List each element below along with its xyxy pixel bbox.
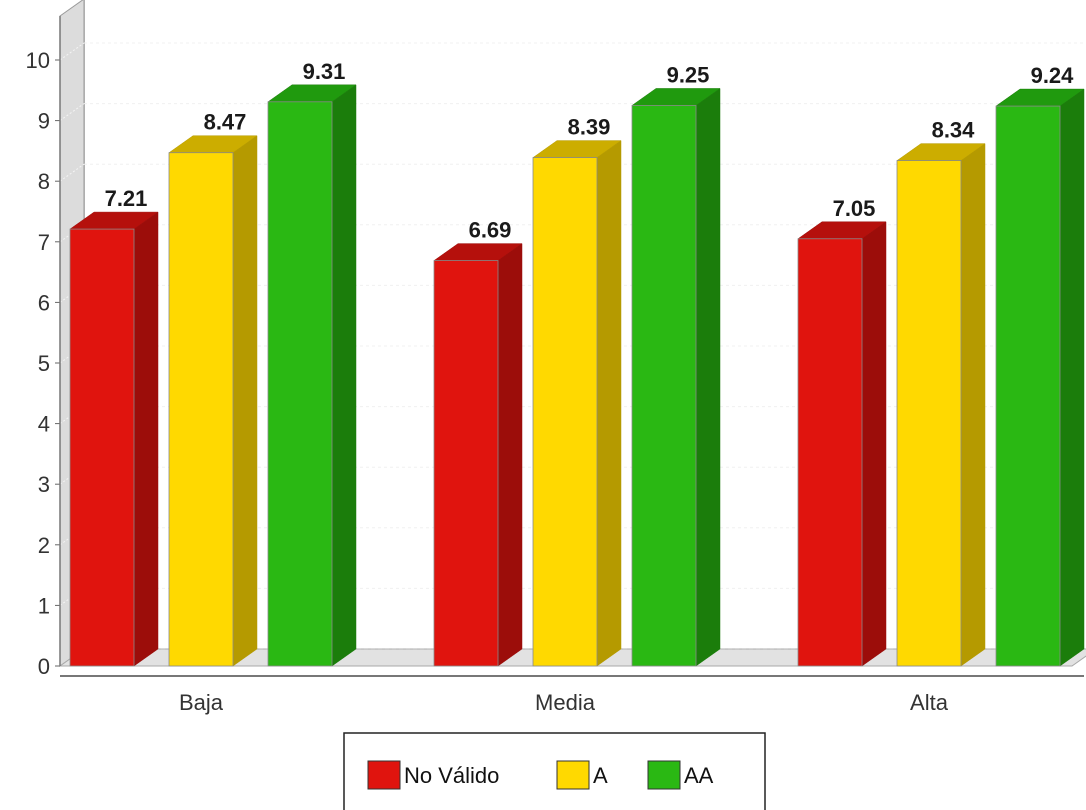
- data-label: 9.25: [667, 62, 710, 87]
- bar-side: [1059, 88, 1085, 667]
- gridline-side: [59, 42, 85, 61]
- chart-axes: 0 1 2 3 4 5 6 7 8 9 10 Baja Media Alta: [26, 16, 1084, 715]
- bar-front: [896, 160, 962, 667]
- gridline-side: [59, 163, 85, 182]
- x-category-label: Baja: [179, 690, 224, 715]
- bar-side: [861, 221, 887, 667]
- chart-bars: [69, 84, 1085, 667]
- gridline-side: [59, 103, 85, 122]
- bar-side: [497, 243, 523, 667]
- y-tick-label: 1: [38, 593, 50, 618]
- bar: [631, 87, 721, 667]
- bar-front: [631, 105, 697, 667]
- data-label: 8.47: [204, 110, 247, 135]
- y-tick-label: 4: [38, 412, 50, 437]
- bar-front: [532, 157, 598, 667]
- x-category-label: Alta: [910, 690, 949, 715]
- bar-side: [960, 143, 986, 667]
- data-label: 6.69: [469, 218, 512, 243]
- x-category-label: Media: [535, 690, 596, 715]
- legend-item[interactable]: A: [556, 760, 608, 790]
- y-tick-label: 10: [26, 48, 50, 73]
- data-label: 9.24: [1031, 63, 1075, 88]
- bar-side: [695, 87, 721, 667]
- bar-front: [995, 105, 1061, 667]
- chart-data-labels: 7.21 8.47 9.31 6.69 8.39 9.25 7.05 8.34 9.24: [105, 59, 1075, 243]
- y-tick-label: 5: [38, 351, 50, 376]
- legend-item[interactable]: AA: [647, 760, 714, 790]
- bar: [896, 143, 986, 667]
- y-tick-label: 9: [38, 109, 50, 134]
- bar-side: [331, 84, 357, 667]
- bar: [69, 211, 159, 667]
- bar: [995, 88, 1085, 667]
- y-tick-label: 8: [38, 169, 50, 194]
- legend-label: No Válido: [404, 763, 499, 788]
- data-label: 9.31: [303, 59, 346, 84]
- legend-swatch: [367, 760, 401, 790]
- bar-front: [69, 228, 135, 667]
- legend-frame: [343, 732, 766, 810]
- legend-label: A: [593, 763, 608, 788]
- legend-swatch: [647, 760, 681, 790]
- bar-front: [433, 260, 499, 667]
- bar: [267, 84, 357, 667]
- bar-front: [168, 152, 234, 667]
- y-tick-label: 7: [38, 230, 50, 255]
- legend-item[interactable]: No Válido: [367, 760, 499, 790]
- y-tick-label: 6: [38, 290, 50, 315]
- data-label: 7.05: [833, 196, 876, 221]
- legend-label: AA: [684, 763, 714, 788]
- bar: [797, 221, 887, 667]
- bar-side: [596, 140, 622, 667]
- bar: [532, 140, 622, 667]
- y-tick-label: 2: [38, 533, 50, 558]
- bar-front: [797, 238, 863, 667]
- data-label: 8.34: [932, 118, 976, 143]
- bar: [433, 243, 523, 667]
- bar-side: [232, 135, 258, 667]
- y-tick-label: 0: [38, 654, 50, 679]
- chart-legend: No Válido A AA: [343, 732, 766, 810]
- legend-swatch: [556, 760, 590, 790]
- bar-front: [267, 101, 333, 667]
- bar: [168, 135, 258, 667]
- bar-side: [133, 211, 159, 667]
- data-label: 7.21: [105, 186, 148, 211]
- data-label: 8.39: [568, 115, 611, 140]
- y-tick-label: 3: [38, 472, 50, 497]
- legend-box: No Válido A AA: [343, 732, 766, 810]
